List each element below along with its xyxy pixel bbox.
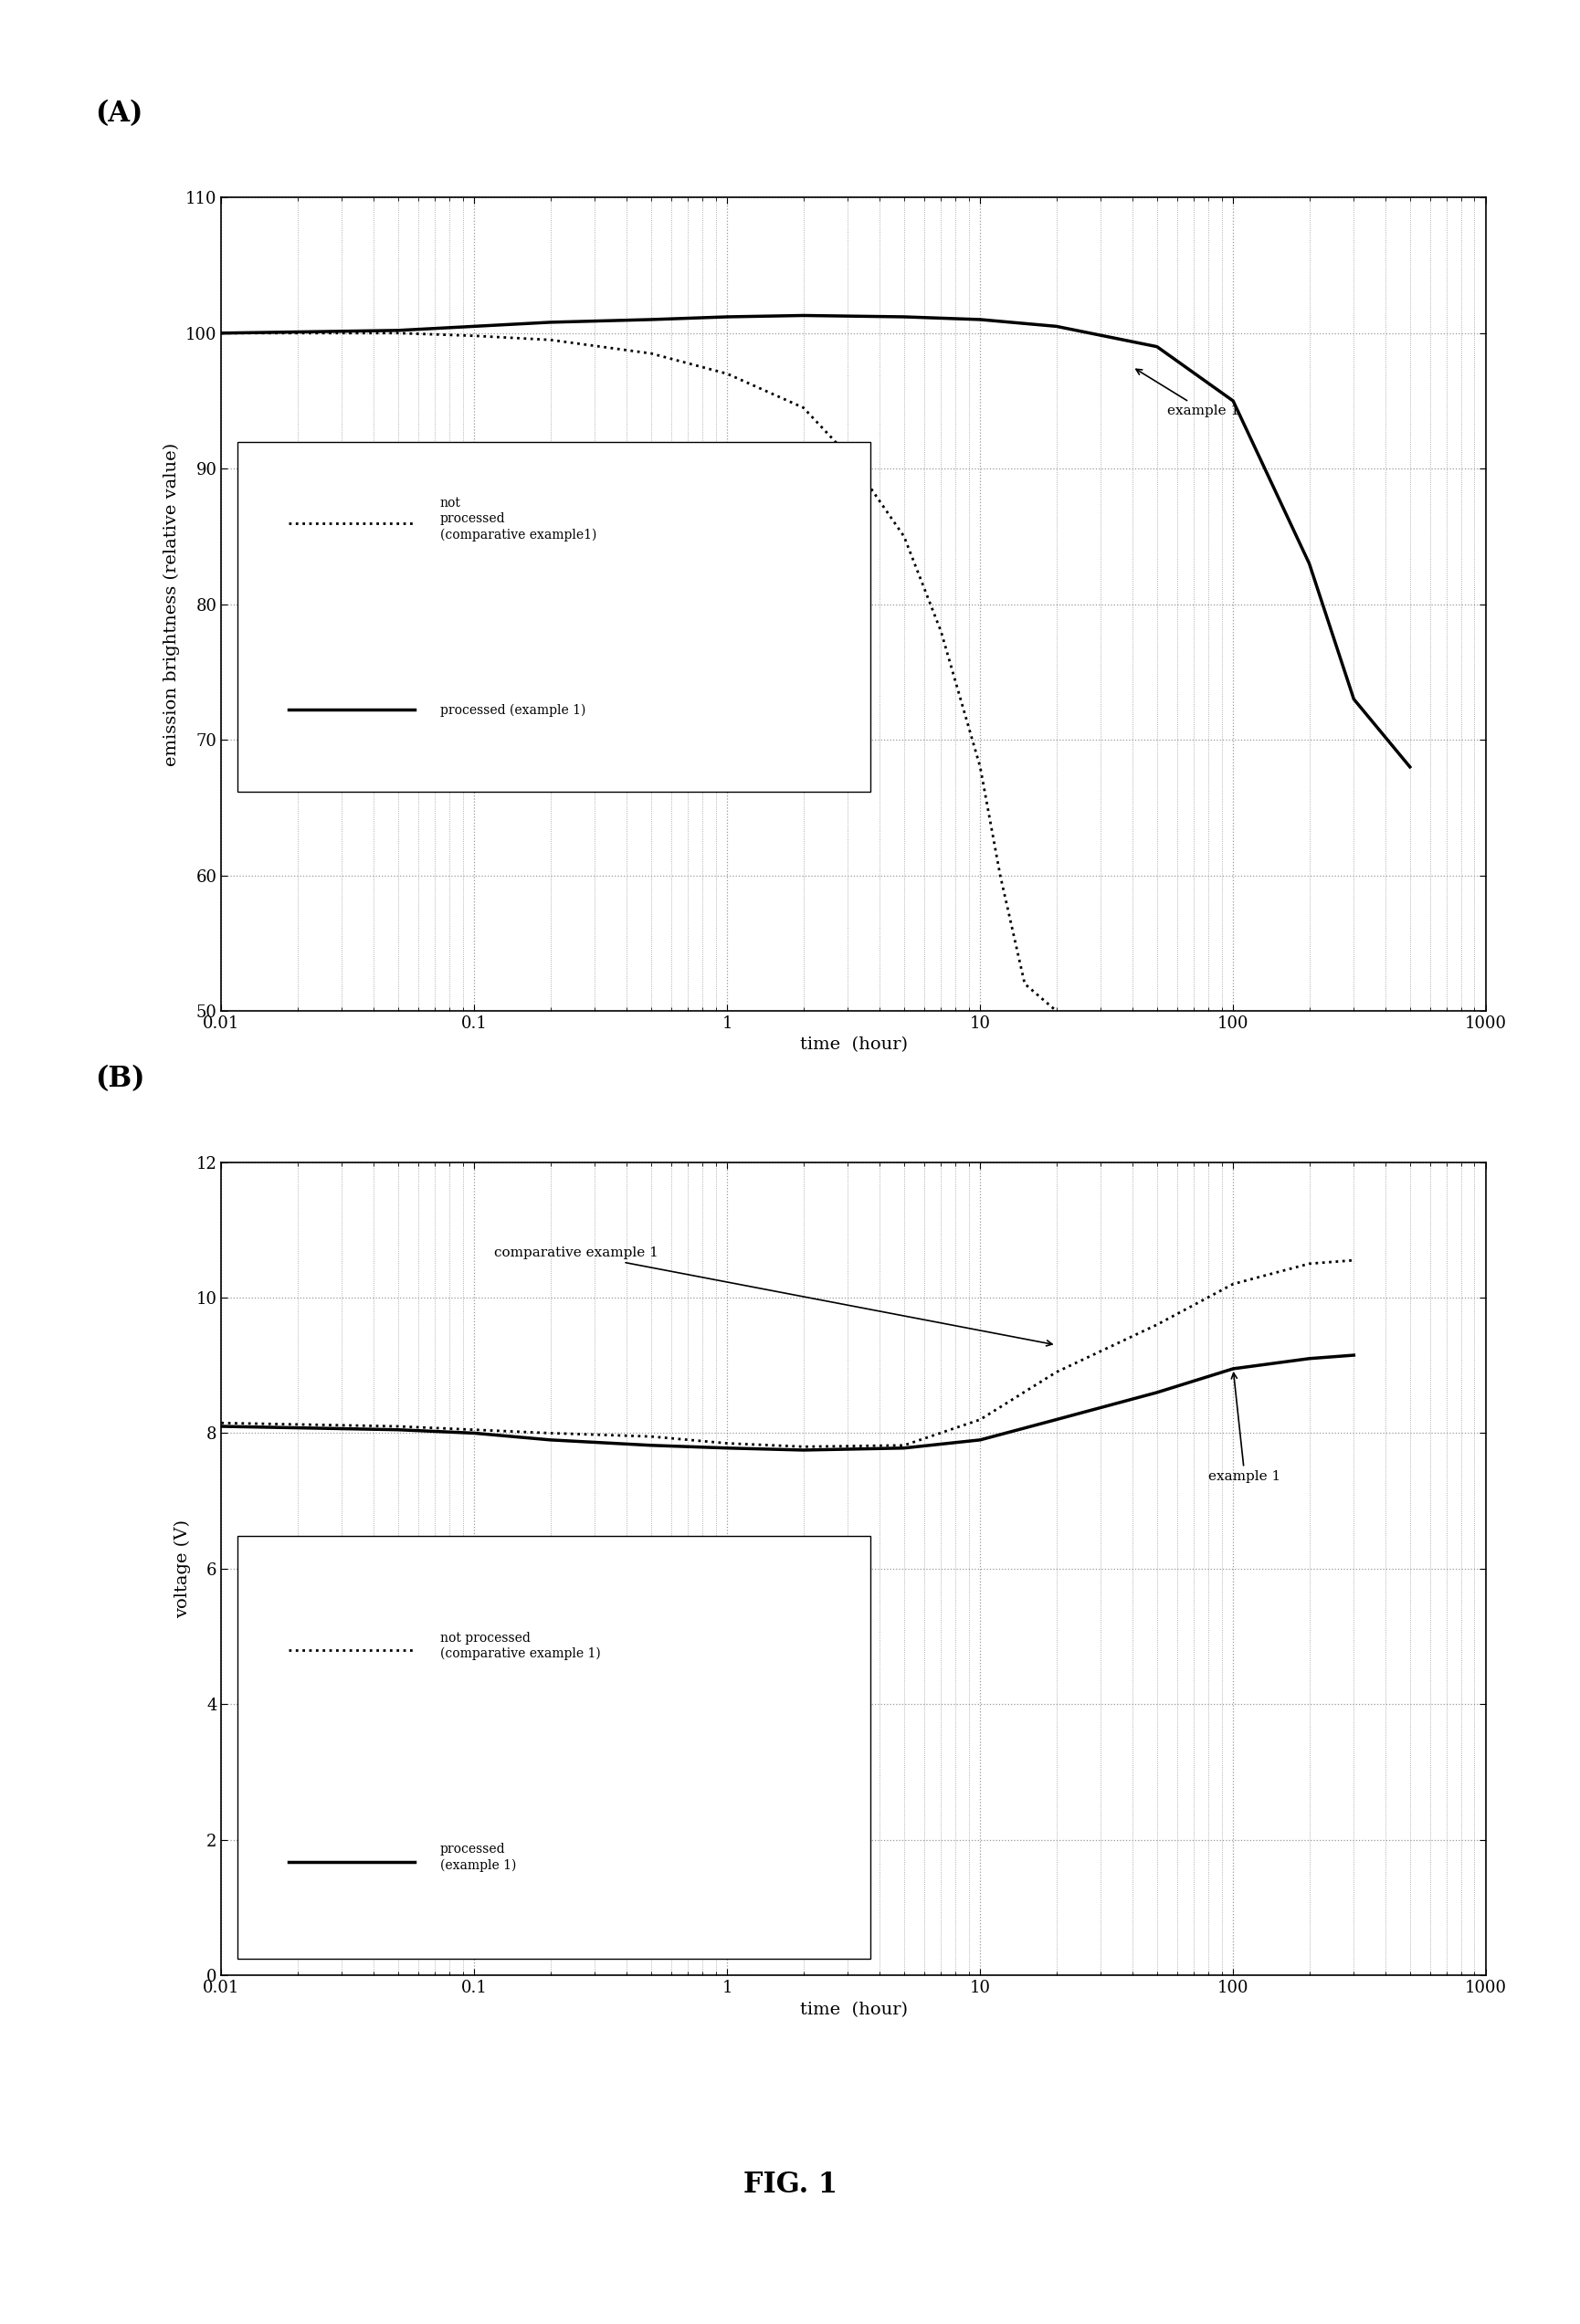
Text: example 1: example 1 — [1207, 1373, 1280, 1483]
Text: not processed
(comparative example 1): not processed (comparative example 1) — [439, 1631, 600, 1659]
Text: processed (example 1): processed (example 1) — [439, 704, 585, 716]
Y-axis label: voltage (V): voltage (V) — [174, 1520, 191, 1618]
Text: FIG. 1: FIG. 1 — [743, 2171, 837, 2199]
Text: (B): (B) — [95, 1064, 144, 1092]
Bar — [237, 1536, 869, 1959]
Text: (A): (A) — [95, 100, 142, 128]
Text: not
processed
(comparative example1): not processed (comparative example1) — [439, 497, 596, 541]
Y-axis label: emission brightness (relative value): emission brightness (relative value) — [164, 442, 180, 767]
Text: processed
(example 1): processed (example 1) — [439, 1843, 517, 1871]
Text: comparative example 1: comparative example 1 — [495, 1248, 1052, 1346]
Text: comparative example 1: comparative example 1 — [408, 576, 844, 648]
X-axis label: time  (hour): time (hour) — [799, 1037, 907, 1053]
X-axis label: time  (hour): time (hour) — [799, 2001, 907, 2017]
Bar — [237, 442, 869, 792]
Text: example 1: example 1 — [1136, 370, 1239, 418]
